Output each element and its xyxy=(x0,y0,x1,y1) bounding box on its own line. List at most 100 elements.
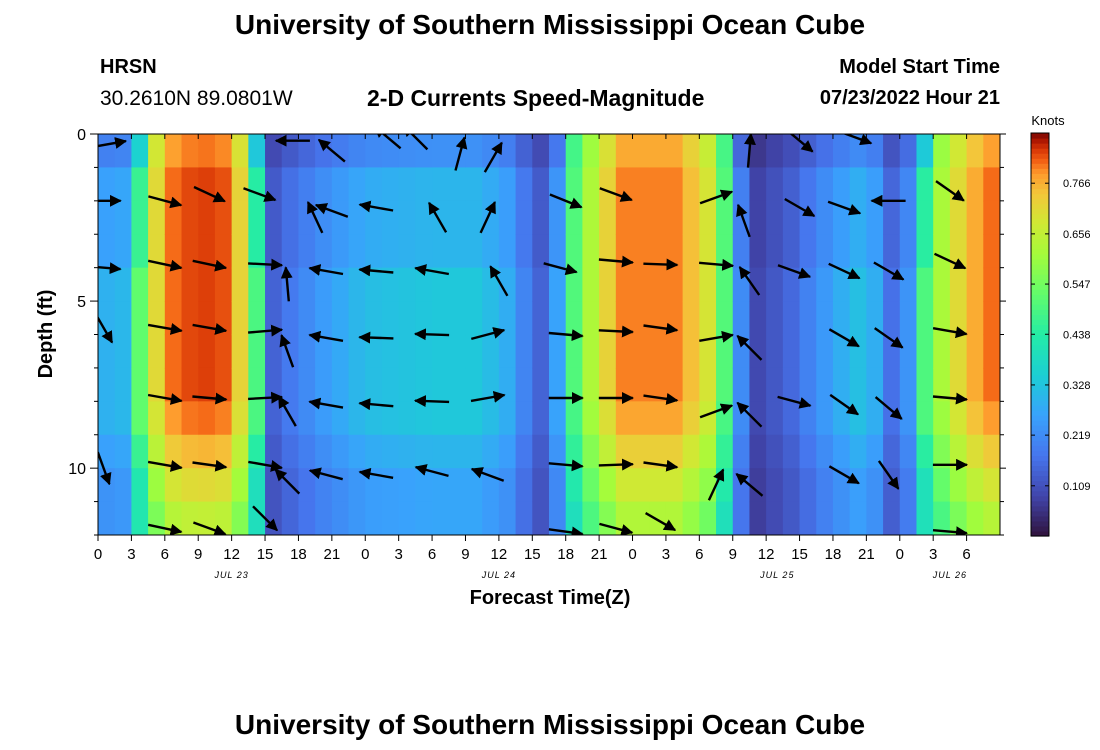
heatmap-cell xyxy=(749,234,767,269)
heatmap-cell xyxy=(114,200,133,235)
heatmap-cell xyxy=(732,167,751,202)
heatmap-cell xyxy=(381,434,400,469)
heatmap-cell xyxy=(515,200,533,235)
colorbar-swatch xyxy=(1031,329,1049,336)
heatmap-cell xyxy=(231,234,249,269)
heatmap-cell xyxy=(832,134,851,169)
heatmap-cell xyxy=(582,301,600,336)
heatmap-cell xyxy=(315,134,333,169)
heatmap-cell xyxy=(181,267,199,302)
heatmap-cell xyxy=(899,167,918,202)
heatmap-cell xyxy=(131,334,149,369)
heatmap-cell xyxy=(949,301,968,336)
current-vector-arrow xyxy=(192,259,228,272)
heatmap-cell xyxy=(983,468,1000,503)
heatmap-cell xyxy=(498,468,517,503)
heatmap-cell xyxy=(482,401,500,436)
current-vector-arrow xyxy=(414,464,449,478)
current-vector-arrow xyxy=(192,459,228,472)
heatmap-cell xyxy=(214,200,233,235)
colorbar-swatch xyxy=(1031,228,1049,235)
heatmap-cell xyxy=(933,267,951,302)
colorbar-tick-label: 0.219 xyxy=(1063,430,1091,442)
heatmap-cell xyxy=(983,434,1000,469)
heatmap-cell xyxy=(532,200,550,235)
heatmap-cell xyxy=(916,200,934,235)
colorbar-swatch xyxy=(1031,218,1049,225)
heatmap-cell xyxy=(799,501,817,535)
heatmap-cell xyxy=(816,267,834,302)
colorbar-swatch xyxy=(1031,515,1049,522)
heatmap-cell xyxy=(465,234,483,269)
heatmap-cell xyxy=(699,367,717,402)
heatmap-cell xyxy=(331,367,350,402)
heatmap-cell xyxy=(98,434,116,469)
heatmap-cell xyxy=(298,301,316,336)
heatmap-cell xyxy=(448,367,467,402)
heatmap-cell xyxy=(448,434,467,469)
heatmap-cell xyxy=(482,434,500,469)
colorbar-swatch xyxy=(1031,430,1049,436)
heatmap-cell xyxy=(365,434,383,469)
colorbar-swatch xyxy=(1031,213,1049,220)
heatmap-cell xyxy=(381,234,400,269)
heatmap-cell xyxy=(549,200,567,235)
current-vector-arrow xyxy=(932,392,968,405)
heatmap-cell xyxy=(966,367,984,402)
heatmap-cell xyxy=(198,134,216,169)
heatmap-cell xyxy=(315,434,333,469)
heatmap-cell xyxy=(331,434,350,469)
current-vector-arrow xyxy=(828,465,860,485)
colorbar-swatch xyxy=(1031,248,1049,255)
colorbar-swatch xyxy=(1031,168,1049,174)
colorbar-swatch xyxy=(1031,274,1049,280)
heatmap-cell xyxy=(231,334,249,369)
current-vector-arrow xyxy=(699,330,734,343)
heatmap-cell xyxy=(532,468,550,503)
heatmap-cell xyxy=(949,401,968,436)
x-axis-label: Forecast Time(Z) xyxy=(470,587,631,609)
heatmap-cell xyxy=(231,167,249,202)
heatmap-cell xyxy=(398,234,416,269)
heatmap-cell xyxy=(799,167,817,202)
chart-axes: 0 3 6 9 12 15 18 21 0 3 6 9 12 15 18 21 0 3 6 9 12 15 18 21 0 3 6 J… xyxy=(68,127,1006,580)
heatmap-cell xyxy=(398,401,416,436)
current-vector-arrow xyxy=(358,331,394,344)
heatmap-cell xyxy=(248,501,266,535)
heatmap-cell xyxy=(983,301,1000,336)
heatmap-cell xyxy=(164,367,183,402)
colorbar: Knots 0.766 0.656 0.547 0.438 0.328 0.219 0.10… xyxy=(1030,113,1091,537)
current-vector-arrow xyxy=(308,397,344,410)
colorbar-swatch xyxy=(1031,510,1049,517)
heatmap-cell xyxy=(515,468,533,503)
heatmap-cell xyxy=(164,267,183,302)
heatmap-cell xyxy=(716,468,734,503)
heatmap-cell xyxy=(231,501,249,535)
colorbar-swatch xyxy=(1031,525,1049,532)
heatmap-cell xyxy=(866,401,884,436)
colorbar-swatch xyxy=(1031,269,1049,275)
heatmap-cell xyxy=(832,167,851,202)
heatmap-cell xyxy=(832,434,851,469)
heatmap-cell xyxy=(866,301,884,336)
colorbar-swatch xyxy=(1031,263,1049,270)
colorbar-swatch xyxy=(1031,309,1049,315)
heatmap-cell xyxy=(532,167,550,202)
heatmap-cell xyxy=(699,434,717,469)
heatmap-cell xyxy=(281,501,300,535)
date-label: JUL 25 xyxy=(759,570,794,580)
heatmap-cell xyxy=(816,200,834,235)
heatmap-cell xyxy=(348,267,366,302)
colorbar-swatch xyxy=(1031,490,1049,497)
colorbar-swatch xyxy=(1031,203,1049,210)
heatmap-cell xyxy=(181,134,199,169)
colorbar-swatch xyxy=(1031,399,1049,406)
heatmap-cell xyxy=(298,200,316,235)
heatmap-cell xyxy=(883,301,901,336)
heatmap-cell xyxy=(766,301,784,336)
date-label: JUL 23 xyxy=(213,570,248,580)
heatmap-cell xyxy=(398,434,416,469)
heatmap-cell xyxy=(515,401,533,436)
heatmap-cell xyxy=(315,501,333,535)
